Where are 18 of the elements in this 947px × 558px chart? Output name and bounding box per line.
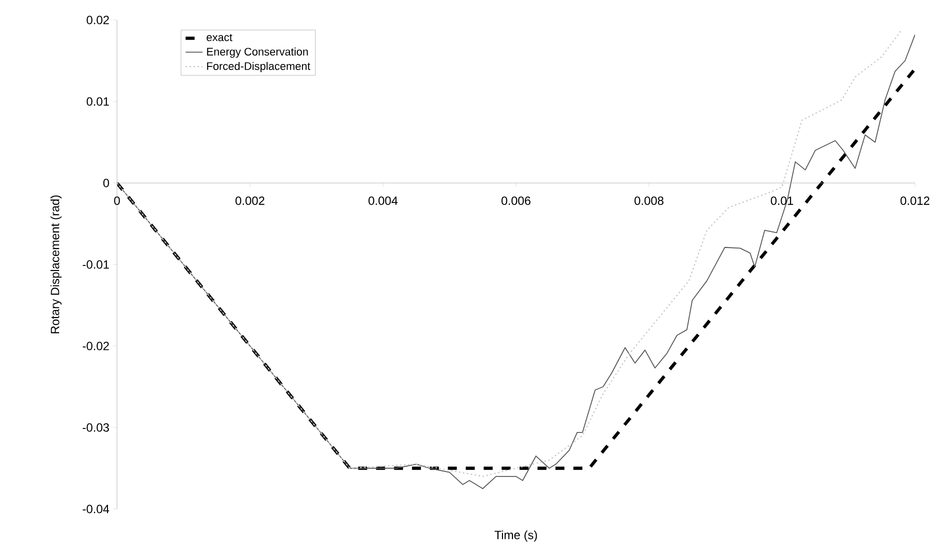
y-axis-title: Rotary Displacement (rad): [50, 196, 62, 334]
x-tick-label: 0: [114, 196, 120, 205]
x-tick-label: 0.006: [502, 196, 530, 205]
y-tick-label: -0.01: [82, 260, 109, 269]
x-tick-label: 0.012: [900, 196, 930, 205]
y-tick-label: -0.03: [82, 423, 109, 432]
x-tick-label: 0.008: [634, 196, 664, 205]
x-axis-title: Time (s): [494, 530, 537, 542]
legend-label: exact: [206, 34, 232, 42]
y-tick-label: -0.04: [82, 504, 110, 514]
y-tick-label: 0.01: [86, 97, 109, 106]
legend-label: Forced-Displacement: [207, 62, 310, 72]
y-tick-label: -0.02: [82, 342, 109, 350]
x-tick-label: 0.002: [236, 196, 264, 205]
x-tick-label: 0.004: [368, 196, 398, 205]
y-tick-label: 0: [103, 178, 110, 188]
y-tick-label: 0.02: [86, 16, 109, 24]
legend-label: Energy Conservation: [207, 48, 308, 58]
